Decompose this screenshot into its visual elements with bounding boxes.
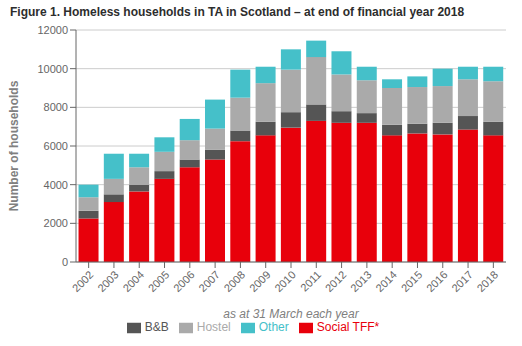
html-text:B&B: B&B (144, 320, 169, 334)
svg-text:4000: 4000 (44, 179, 68, 191)
svg-text:2018: 2018 (474, 268, 500, 294)
svg-text:2005: 2005 (146, 268, 172, 294)
html-text:Other: Other (258, 320, 289, 334)
svg-text:2002: 2002 (70, 268, 96, 294)
svg-text:6000: 6000 (44, 140, 68, 152)
svg-text:2003: 2003 (95, 268, 121, 294)
svg-text:2007: 2007 (196, 268, 222, 294)
html-text:Hostel: Hostel (196, 320, 231, 334)
svg-text:2015: 2015 (399, 268, 425, 294)
svg-text:2016: 2016 (424, 268, 450, 294)
html-text:Social TFF*: Social TFF* (316, 320, 380, 334)
svg-text:10000: 10000 (37, 63, 68, 75)
svg-text:2000: 2000 (44, 217, 68, 229)
svg-text:2008: 2008 (222, 268, 248, 294)
svg-text:2017: 2017 (449, 268, 475, 294)
svg-text:8000: 8000 (44, 101, 68, 113)
svg-text:2004: 2004 (120, 268, 146, 294)
svg-text:12000: 12000 (37, 24, 68, 36)
svg-text:2011: 2011 (298, 268, 323, 293)
svg-text:2010: 2010 (272, 268, 298, 294)
svg-text:2012: 2012 (323, 268, 349, 294)
svg-text:2014: 2014 (373, 268, 399, 294)
svg-text:2009: 2009 (247, 268, 273, 294)
svg-text:0: 0 (62, 256, 68, 268)
html-text:Figure 1. Homeless households: Figure 1. Homeless households in TA in S… (10, 5, 465, 19)
svg-text:as at 31 March each year: as at 31 March each year (223, 307, 359, 321)
svg-text:2006: 2006 (171, 268, 197, 294)
svg-text:2013: 2013 (348, 268, 374, 294)
svg-text:Number of households: Number of households (8, 80, 21, 211)
